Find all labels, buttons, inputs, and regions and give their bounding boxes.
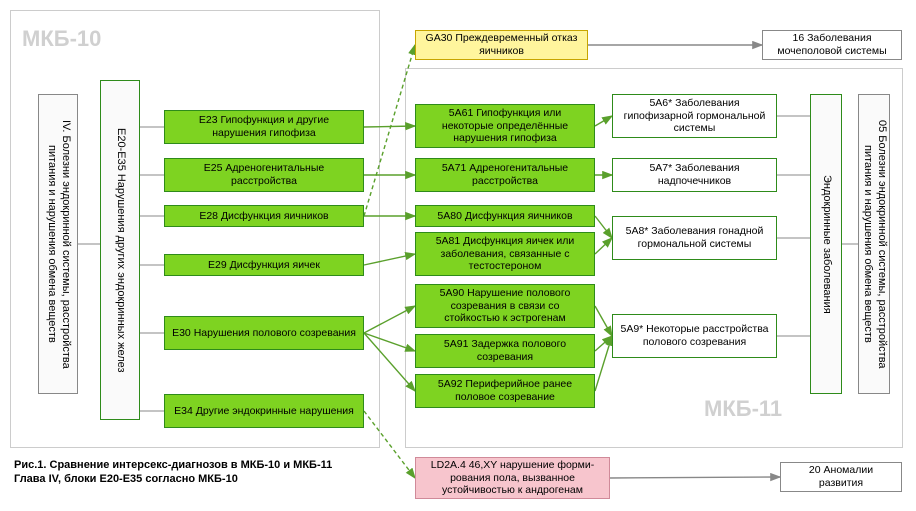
callout-ld2a4: LD2A.4 46,XY нарушение форми­рования пол…: [415, 457, 610, 499]
vbox-left-chapter: IV. Болезни эндокринной системы, расстро…: [38, 94, 78, 394]
node-5a71: 5A71 Адреногенитальные расстройства: [415, 158, 595, 192]
vbox-left-block: E20-E35 Нарушения других эндокринных жел…: [100, 80, 140, 420]
panel-label-mkb10: МКБ-10: [22, 26, 101, 52]
figure-caption: Рис.1. Сравнение интерсекс-диагнозов в М…: [14, 458, 332, 487]
caption-line2: Глава IV, блоки E20-E35 согласно МКБ-10: [14, 473, 238, 485]
node-e30: E30 Нарушения полового созревания: [164, 316, 364, 350]
node-5a9: 5A9* Некоторые расстройства полового соз…: [612, 314, 777, 358]
vbox-right-block: Эндокринные заболевания: [810, 94, 842, 394]
node-5a80: 5A80 Дисфункция яичников: [415, 205, 595, 227]
callout-cat16: 16 Заболевания мочеполовой системы: [762, 30, 902, 60]
callout-ga30: GA30 Преждевременный отказ яичников: [415, 30, 588, 60]
node-5a7: 5A7* Заболевания надпочечников: [612, 158, 777, 192]
node-5a90: 5A90 Нарушение полового созревания в свя…: [415, 284, 595, 328]
node-5a6: 5A6* Заболевания гипофизарной гормо­наль…: [612, 94, 777, 138]
node-e34: E34 Другие эндокринные нарушения: [164, 394, 364, 428]
node-5a61: 5A61 Гипофункция или некоторые определён…: [415, 104, 595, 148]
callout-cat20: 20 Аномалии развития: [780, 462, 902, 492]
node-5a8: 5A8* Заболевания гонадной гормо­нальной …: [612, 216, 777, 260]
caption-line1: Рис.1. Сравнение интерсекс-диагнозов в М…: [14, 459, 332, 471]
vbox-right-chapter: 05 Болезни эндокринной системы, расстрой…: [858, 94, 890, 394]
node-5a91: 5A91 Задержка полового созревания: [415, 334, 595, 368]
node-e29: E29 Дисфункция яичек: [164, 254, 364, 276]
panel-label-mkb11: МКБ-11: [704, 396, 782, 422]
node-e23: E23 Гипофункция и другие нарушения гипоф…: [164, 110, 364, 144]
node-5a81: 5A81 Дисфункция яичек или заболевания, с…: [415, 232, 595, 276]
node-5a92: 5A92 Периферийное ранее половое созреван…: [415, 374, 595, 408]
node-e28: E28 Дисфункция яичников: [164, 205, 364, 227]
node-e25: E25 Адреногенитальные расстройства: [164, 158, 364, 192]
